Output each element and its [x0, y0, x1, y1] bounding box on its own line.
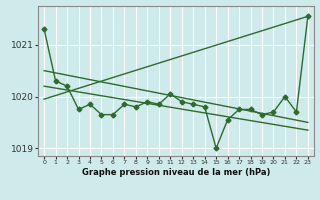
- X-axis label: Graphe pression niveau de la mer (hPa): Graphe pression niveau de la mer (hPa): [82, 168, 270, 177]
